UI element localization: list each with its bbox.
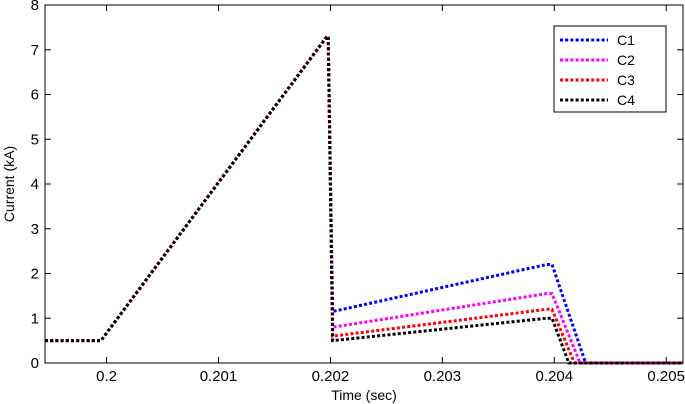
legend: C1 C2 C3 C4	[553, 25, 667, 113]
y-tick-label: 1	[31, 310, 39, 327]
y-tick-label: 8	[31, 0, 39, 14]
y-tick-label: 2	[31, 266, 39, 283]
y-tick-label: 6	[31, 87, 39, 104]
x-axis-label: Time (sec)	[331, 387, 397, 403]
y-tick-label: 3	[31, 221, 39, 238]
x-tick-label: 0.203	[424, 368, 462, 385]
series-layer	[45, 34, 683, 365]
legend-label-c3: C3	[617, 72, 635, 88]
y-tick-label: 7	[31, 42, 39, 59]
x-tick-label: 0.205	[647, 368, 685, 385]
legend-label-c4: C4	[617, 92, 635, 108]
y-tick-label: 0	[31, 355, 39, 372]
series-line-c4	[45, 34, 683, 365]
x-tick-label: 0.204	[536, 368, 574, 385]
legend-label-c2: C2	[617, 52, 635, 68]
x-tick-label: 0.2	[96, 368, 117, 385]
y-axis-label: Current (kA)	[1, 146, 17, 222]
plot-area-frame	[44, 4, 684, 364]
tick-layer: 0.2 0.201 0.202 0.203 0.204 0.205 0 1 2 3 4 5 6 7 8	[31, 0, 685, 385]
x-tick-label: 0.201	[200, 368, 238, 385]
legend-label-c1: C1	[617, 32, 635, 48]
y-tick-label: 4	[31, 176, 39, 193]
x-tick-label: 0.202	[312, 368, 350, 385]
y-tick-label: 5	[31, 131, 39, 148]
